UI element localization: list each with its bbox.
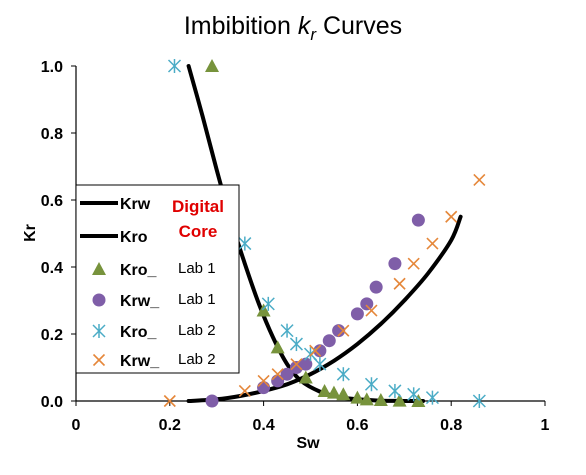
- digital-core-line-1: Digital: [172, 197, 224, 216]
- krw-lab-1-point: [205, 394, 219, 408]
- legend-lab-kro-lab-2: Lab 2: [178, 322, 216, 339]
- marker-layer: [163, 59, 486, 408]
- y-tick-label: 0.0: [41, 394, 63, 411]
- krw-lab-2-point: [257, 374, 270, 387]
- kro-lab-1-point: [359, 392, 374, 406]
- x-tick-label: 0.8: [440, 417, 462, 434]
- krw-lab-1-point: [360, 297, 374, 311]
- kro-lab-2-point: [388, 383, 402, 398]
- y-tick-label: 0.6: [41, 193, 63, 210]
- krw-lab-1-point: [369, 280, 383, 294]
- krw-lab-2-point: [337, 324, 350, 337]
- x-tick-label: 0.2: [159, 417, 181, 434]
- legend-label-krw-lab-1: Krw_: [120, 293, 160, 310]
- krw-lab-1-point: [388, 257, 402, 271]
- krw-lab-2-point: [473, 173, 486, 186]
- kro-lab-1-point: [336, 387, 351, 401]
- krw-lab-1-point: [280, 367, 294, 381]
- krw-lab-1-point: [313, 344, 327, 358]
- kro-lab-2-point: [289, 337, 303, 352]
- kro-lab-2-point: [167, 59, 182, 73]
- krw-lab-2-point: [407, 257, 420, 270]
- krw-lab-2-point: [238, 384, 251, 398]
- y-tick-label: 0.8: [41, 126, 63, 143]
- kro-lab-2-point: [425, 390, 439, 405]
- krw-lab-1-point: [411, 213, 425, 227]
- kro-lab-2-point: [364, 377, 379, 392]
- krw-lab-1-point: [350, 307, 364, 321]
- krw-lab-1-point: [332, 324, 346, 338]
- kro-lab-2-point: [280, 323, 294, 338]
- kro-lab-1-point: [326, 385, 341, 399]
- legend-label-krw-lab-2: Krw_: [120, 353, 160, 370]
- kro-lab-2-point: [472, 394, 486, 408]
- krw-lab-1-point: [299, 357, 313, 371]
- kro-lab-1-point: [256, 303, 271, 317]
- kro-lab-1-point: [411, 394, 426, 407]
- legend-label-kro-lab-1: Kro_: [120, 262, 158, 279]
- kro-lab-2-point: [238, 236, 252, 251]
- kro-lab-1-point: [392, 393, 407, 407]
- legend-box: [75, 184, 240, 374]
- legend-label-kro-lab-2: Kro_: [120, 324, 158, 341]
- digital-core-annotation: Digital Core: [172, 197, 224, 241]
- kro-lab-1-point: [270, 340, 285, 354]
- x-tick-label: 0.4: [252, 417, 274, 434]
- x-axis-label: Sw: [296, 435, 320, 452]
- krw-lab-2-point: [163, 394, 176, 408]
- legend: Krw Kro Kro_ Lab 1 Krw_ Lab 1 Kro_ Lab 2 Krw_ Lab…: [75, 184, 240, 374]
- legend-swatch-kro-lab-2: [92, 324, 106, 338]
- kro-lab-2-point: [407, 387, 421, 402]
- x-tick-label: 1: [541, 417, 550, 434]
- kro-lab-1-point: [205, 59, 220, 72]
- digital-core-line-2: Core: [179, 222, 218, 241]
- krw-lab-2-point: [393, 277, 406, 290]
- legend-lab-krw-lab-2: Lab 2: [178, 351, 216, 368]
- krw-lab-2-point: [445, 210, 458, 223]
- y-tick-label: 0.2: [41, 327, 63, 344]
- kro-lab-2-point: [313, 357, 327, 372]
- legend-lab-krw-lab-1: Lab 1: [178, 291, 216, 308]
- legend-swatch-kro-lab-1: [92, 262, 106, 275]
- krw-lab-2-point: [426, 237, 439, 250]
- y-tick-label: 0.4: [41, 260, 63, 277]
- kro-lab-1-point: [298, 370, 313, 384]
- legend-swatch-krw-lab-1: [92, 293, 106, 307]
- krw-lab-2-point: [365, 304, 378, 317]
- krw-lab-1-point: [257, 381, 271, 395]
- chart-title: Imbibition kr Curves: [184, 12, 402, 44]
- krw-lab-2-point: [271, 368, 284, 381]
- legend-swatch-krw-lab-2: [92, 353, 106, 367]
- y-tick-label: 1.0: [41, 59, 63, 76]
- legend-lab-kro-lab-1: Lab 1: [178, 260, 216, 277]
- legend-label-kro: Kro: [120, 229, 148, 246]
- kro-lab-2-point: [261, 296, 275, 311]
- x-tick-label: 0.6: [346, 417, 368, 434]
- krw-lab-2-point: [309, 344, 322, 357]
- y-axis-label: Kr: [22, 224, 39, 242]
- x-tick-label: 0: [72, 417, 81, 434]
- kro-lab-1-point: [373, 392, 388, 406]
- kro-lab-1-point: [317, 383, 332, 397]
- krw-lab-2-point: [290, 358, 303, 371]
- axes: 0 0.2 0.4 0.6 0.8 1 0.0 0.2 0.4 0.6 0.8 1.0: [41, 59, 550, 434]
- legend-label-krw: Krw: [120, 196, 151, 213]
- krw-lab-1-point: [322, 334, 336, 348]
- kro-lab-2-point: [336, 367, 350, 382]
- kro-lab-1-point: [350, 390, 365, 404]
